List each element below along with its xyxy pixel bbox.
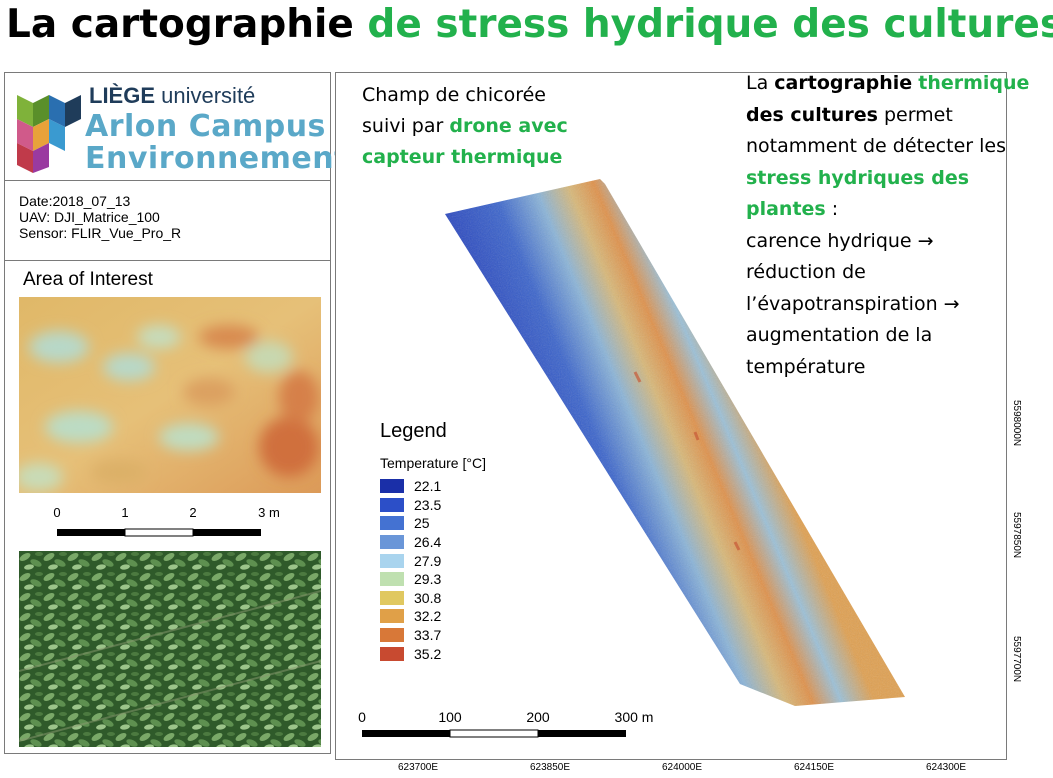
legend-label: 30.8: [414, 589, 442, 606]
title-part-2: de stress hydrique des cultures: [367, 2, 1053, 47]
legend-label: 26.4: [414, 534, 442, 551]
caption-line-1: Champ de chicorée: [362, 84, 546, 106]
legend-swatch: [380, 609, 404, 624]
coord-x-4: 624300E: [926, 762, 967, 773]
explanation-line-10: température: [746, 355, 866, 378]
map-scale-label-2: 200: [526, 709, 550, 725]
left-panel: LIÈGE université Arlon Campus Environnem…: [4, 72, 348, 754]
legend-swatch: [380, 628, 404, 643]
slide-title: La cartographie de stress hydrique des c…: [6, 0, 1053, 56]
explanation-line-9: augmentation de la: [746, 324, 933, 346]
aoi-scale-label-1: 1: [121, 505, 128, 520]
legend-item: 26.4: [380, 533, 486, 552]
legend-item: 30.8: [380, 589, 486, 608]
legend-item: 35.2: [380, 644, 486, 663]
legend-label: 27.9: [414, 552, 442, 569]
map-caption: Champ de chicorée suivi par drone avec c…: [362, 80, 622, 173]
explanation-line-5: plantes :: [746, 198, 839, 220]
legend-item: 29.3: [380, 570, 486, 589]
aoi-scale-label-2: 2: [189, 505, 196, 520]
legend-label: 22.1: [414, 478, 442, 495]
explanation-line-4: stress hydriques des: [746, 166, 970, 189]
legend-item: 22.1: [380, 477, 486, 496]
legend-label: 35.2: [414, 645, 442, 662]
thermal-field-map: [445, 179, 905, 706]
aoi-thermal-map: [19, 297, 321, 493]
legend-item: 27.9: [380, 551, 486, 570]
legend-subtitle: Temperature [°C]: [380, 455, 486, 471]
flight-metadata: Date:2018_07_13 UAV: DJI_Matrice_100 Sen…: [5, 181, 330, 261]
aoi-title: Area of Interest: [23, 269, 153, 290]
uliege-logo-mark-icon: [17, 95, 81, 173]
coord-x-0: 623700E: [398, 762, 439, 773]
university-logo: LIÈGE université Arlon Campus Environnem…: [5, 73, 348, 181]
legend-swatch: [380, 497, 404, 512]
logo-line-1: LIÈGE université: [89, 83, 256, 108]
meta-sensor: Sensor: FLIR_Vue_Pro_R: [19, 225, 182, 241]
map-scale-label-1: 100: [438, 709, 462, 725]
explanation-line-2: des cultures permet: [746, 103, 953, 126]
explanation-line-7: réduction de: [746, 261, 866, 283]
legend-swatch: [380, 572, 404, 587]
explanation-line-8: l’évapotranspiration →: [746, 292, 960, 315]
legend-label: 32.2: [414, 608, 442, 625]
map-scale-label-3: 300 m: [615, 709, 654, 725]
legend-swatch: [380, 553, 404, 568]
coord-x-3: 624150E: [794, 762, 835, 773]
legend-swatch: [380, 646, 404, 661]
map-scale-label-0: 0: [358, 709, 366, 725]
legend-item: 23.5: [380, 496, 486, 515]
explanation-text: La cartographie thermique des cultures p…: [746, 68, 1051, 383]
coord-y-0: 5598000N: [1011, 400, 1022, 447]
legend-label: 33.7: [414, 627, 442, 644]
legend-label: 25: [414, 515, 430, 532]
legend-item: 25: [380, 514, 486, 533]
map-scale-bar: 0 100 200 300 m: [358, 709, 654, 738]
legend-swatch: [380, 516, 404, 531]
coord-y-2: 5597700N: [1011, 636, 1022, 683]
legend-item: 33.7: [380, 626, 486, 645]
logo-line-3: Environnement: [85, 141, 349, 176]
explanation-line-6: carence hydrique →: [746, 229, 934, 252]
legend-swatch: [380, 535, 404, 550]
aoi-scale-label-3: 3 m: [258, 505, 280, 520]
legend-item: 32.2: [380, 607, 486, 626]
aoi-scale-label-0: 0: [53, 505, 60, 520]
explanation-line-1: La cartographie thermique: [746, 72, 1030, 94]
legend-label: 29.3: [414, 571, 442, 588]
aoi-scale-bar: 0 1 2 3 m: [53, 505, 280, 537]
legend-swatch: [380, 479, 404, 494]
caption-line-2: suivi par drone avec: [362, 115, 568, 137]
legend-swatch: [380, 590, 404, 605]
caption-line-3: capteur thermique: [362, 146, 563, 168]
coord-x-2: 624000E: [662, 762, 703, 773]
legend-title: Legend: [380, 420, 447, 442]
coord-y-1: 5597850N: [1011, 512, 1022, 559]
legend-label: 23.5: [414, 496, 442, 513]
explanation-line-3: notamment de détecter les: [746, 135, 1006, 157]
coord-x-1: 623850E: [530, 762, 571, 773]
map-legend: Legend Temperature [°C] 22.1 23.5 25 26.4 27…: [380, 420, 486, 663]
meta-uav: UAV: DJI_Matrice_100: [19, 209, 160, 225]
aoi-rgb-photo: [19, 551, 321, 747]
logo-line-2: Arlon Campus: [85, 109, 326, 144]
meta-date: Date:2018_07_13: [19, 193, 131, 209]
title-part-1: La cartographie: [6, 2, 354, 47]
